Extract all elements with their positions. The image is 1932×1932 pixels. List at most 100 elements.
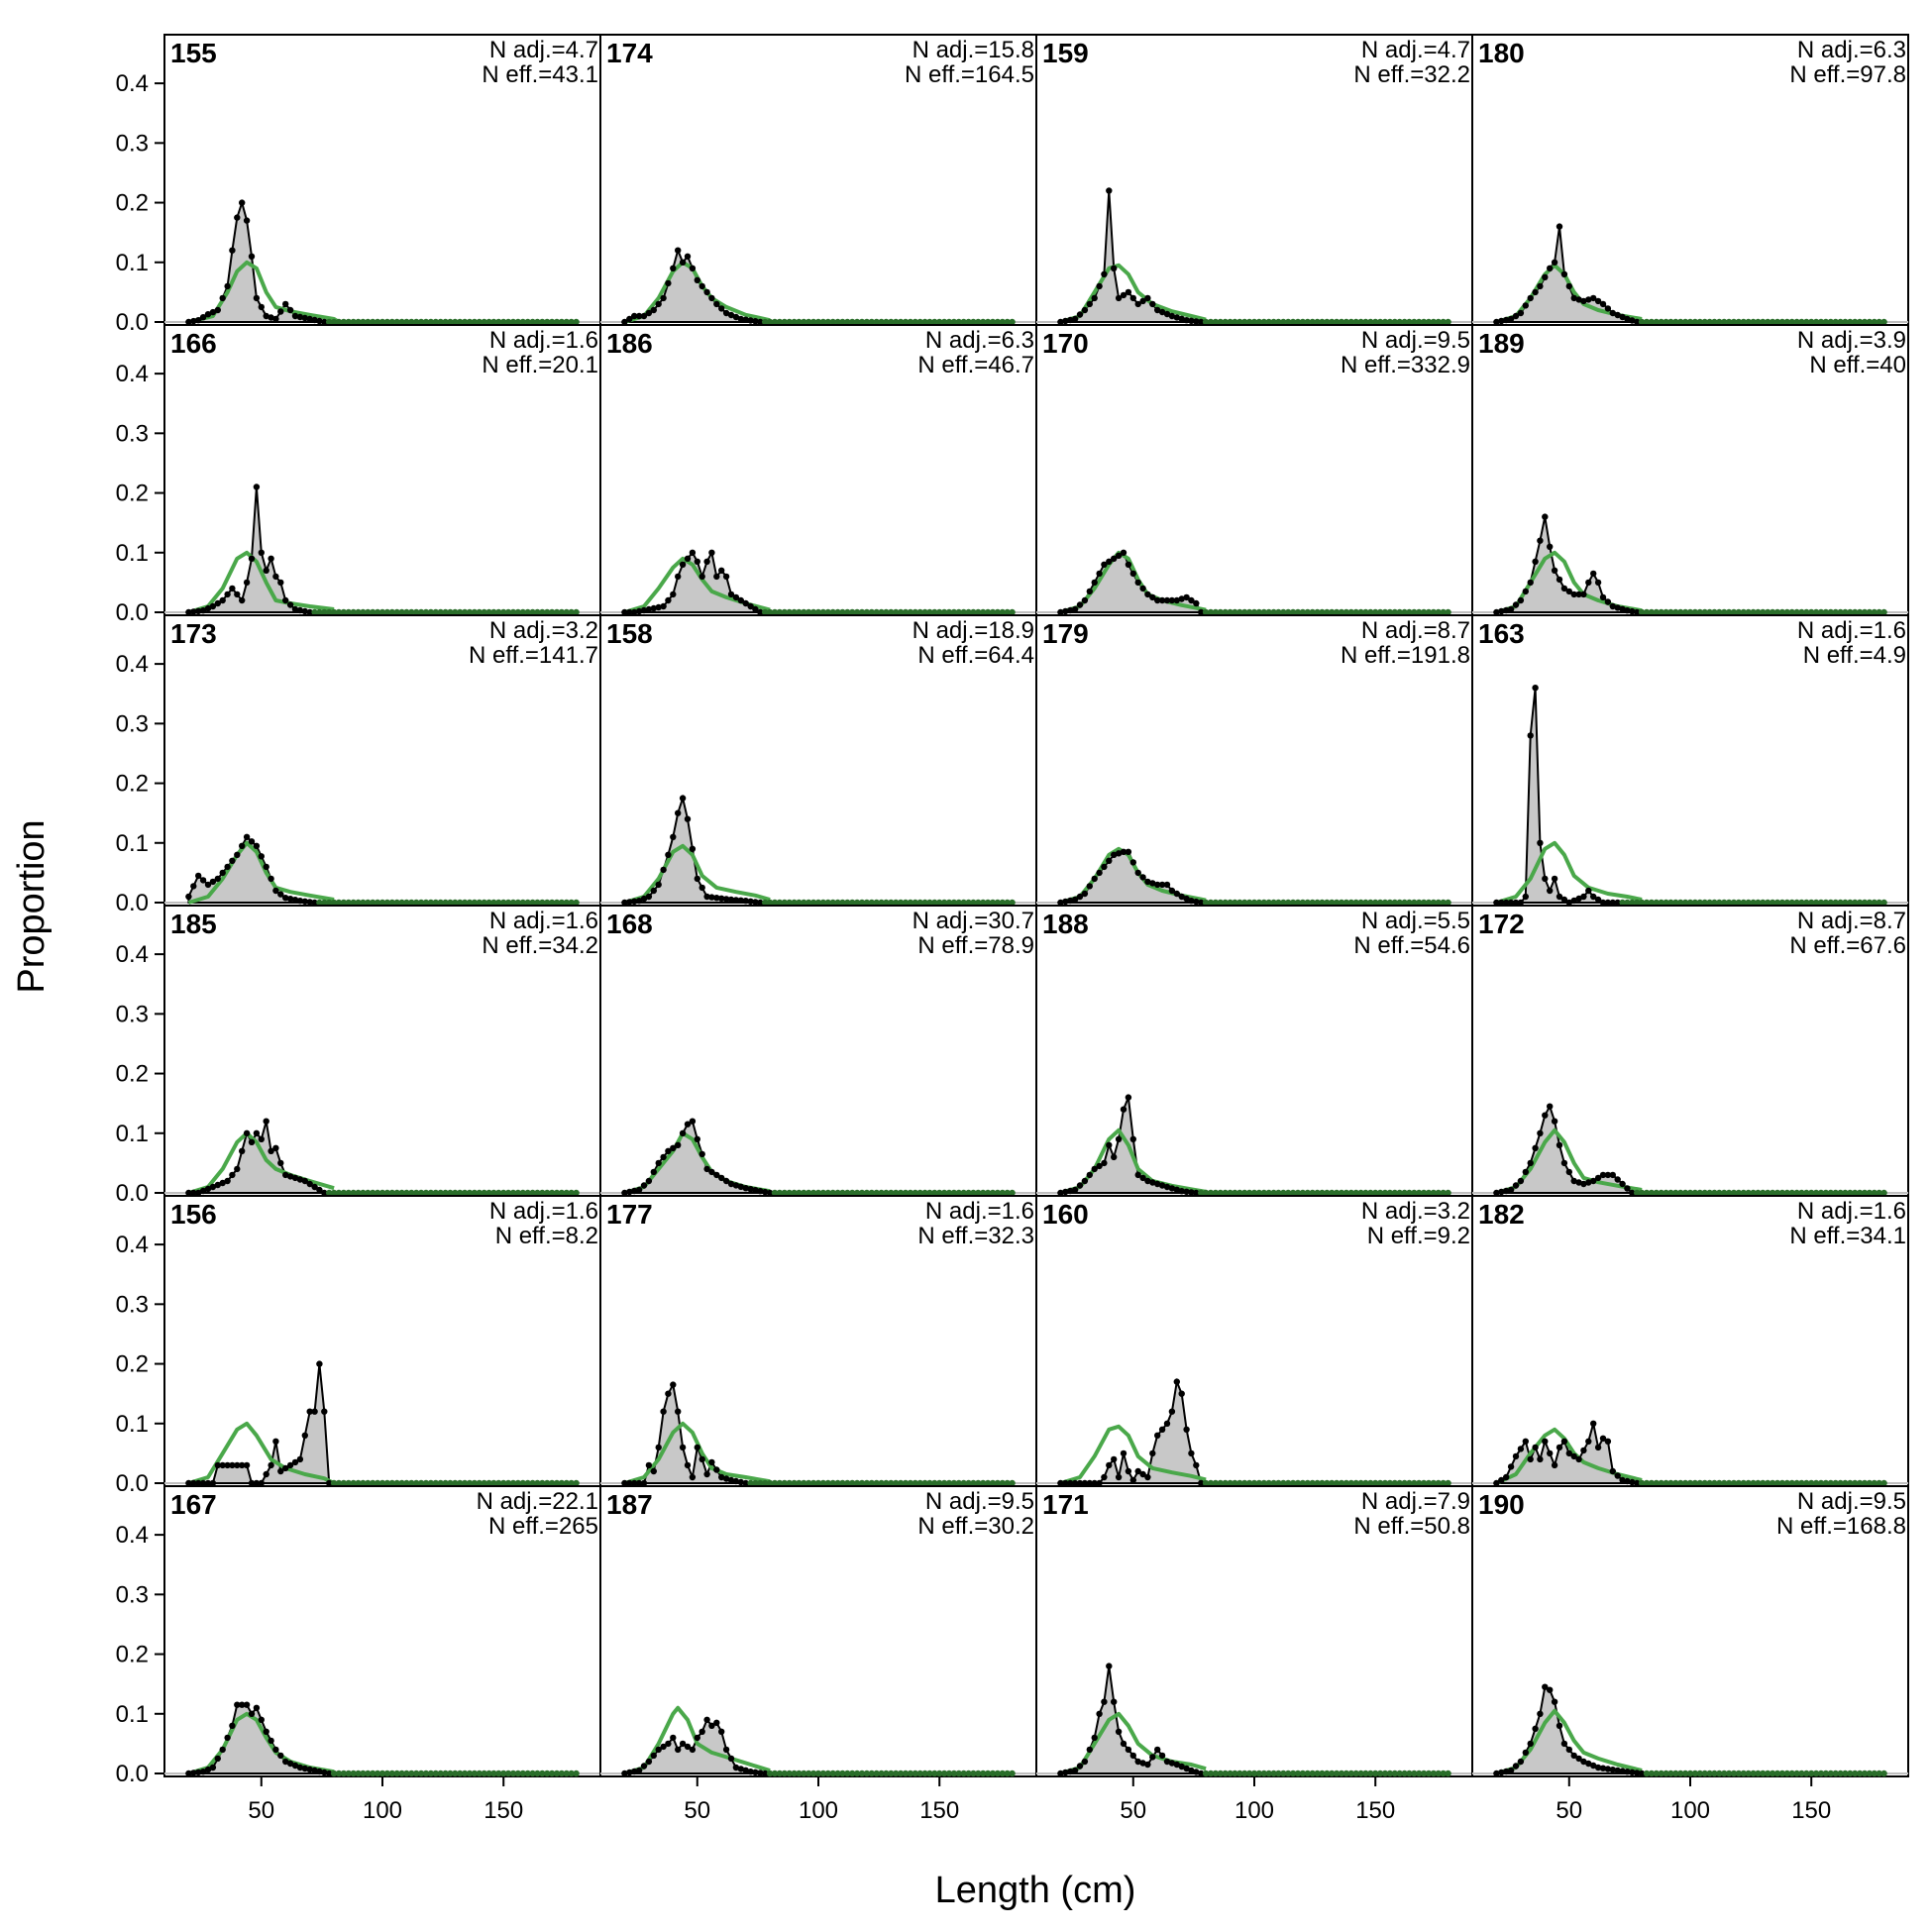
observed-point (698, 1150, 705, 1158)
observed-point (893, 899, 900, 907)
panel-177: 177 N adj.=1.6N eff.=32.3 (599, 1195, 1037, 1487)
observed-point (268, 555, 274, 562)
observed-point (1634, 608, 1641, 616)
y-tick-label: 0.1 (116, 1121, 149, 1147)
observed-point (229, 1461, 236, 1469)
panel-163: 163 N adj.=1.6N eff.=4.9 (1471, 614, 1909, 907)
observed-point (563, 1189, 570, 1197)
observed-point (398, 899, 405, 907)
observed-point (771, 318, 779, 326)
observed-point (1294, 1479, 1302, 1487)
observed-point (1614, 604, 1621, 611)
y-tick-label: 0.3 (116, 420, 149, 447)
observed-point (665, 1147, 672, 1155)
observed-point (801, 608, 807, 616)
observed-point (558, 1479, 566, 1487)
observed-point (311, 1408, 318, 1415)
observed-point (829, 318, 836, 326)
observed-point (670, 1381, 677, 1388)
observed-point (1604, 1171, 1612, 1179)
observed-point (374, 1189, 381, 1197)
observed-point (1551, 1118, 1558, 1125)
panel-label: 179 (1042, 618, 1089, 649)
observed-point (204, 1185, 212, 1193)
observed-point (694, 1135, 700, 1143)
panel-187: 187 N adj.=9.5N eff.=30.250 100 150 (599, 1485, 1037, 1824)
observed-point (1091, 1479, 1098, 1487)
observed-point (573, 899, 580, 907)
observed-point (553, 899, 561, 907)
observed-point (814, 1770, 822, 1777)
observed-point (1827, 1479, 1835, 1487)
observed-point (655, 1746, 662, 1754)
observed-point (694, 558, 700, 565)
observed-point (1376, 318, 1384, 326)
observed-point (1803, 318, 1810, 326)
panel-neff: N eff.=97.8 (1789, 61, 1906, 88)
observed-point (1081, 1758, 1089, 1766)
observed-point (742, 316, 749, 323)
observed-point (311, 608, 318, 616)
observed-point (345, 1479, 352, 1487)
observed-point (694, 1444, 700, 1451)
observed-point (1265, 1770, 1272, 1777)
observed-point (1260, 1189, 1268, 1197)
observed-point (631, 312, 638, 320)
observed-point (1236, 899, 1243, 907)
observed-point (703, 1716, 710, 1724)
observed-point (805, 608, 812, 616)
observed-point (1847, 1189, 1854, 1197)
observed-point (1333, 1189, 1341, 1197)
observed-point (1188, 1189, 1195, 1196)
observed-point (1527, 1740, 1534, 1748)
observed-point (277, 1752, 284, 1760)
observed-point (1255, 608, 1263, 616)
observed-point (980, 1770, 987, 1777)
observed-point (1314, 1770, 1321, 1777)
observed-point (466, 1189, 474, 1197)
observed-point (1183, 1426, 1190, 1434)
observed-point (980, 1479, 987, 1487)
panel-nadj: N adj.=5.5 (1361, 908, 1470, 934)
observed-point (762, 1770, 769, 1777)
observed-point (1183, 317, 1190, 324)
observed-point (1503, 316, 1510, 324)
panel-nadj: N adj.=4.7 (1361, 37, 1470, 63)
observed-point (945, 1770, 953, 1777)
observed-point (718, 1174, 725, 1182)
observed-point (1352, 1770, 1359, 1777)
observed-point (277, 1159, 284, 1167)
observed-point (330, 899, 338, 907)
observed-point (529, 318, 536, 326)
observed-point (1643, 1770, 1651, 1777)
observed-point (1817, 1189, 1825, 1197)
observed-point (1333, 318, 1341, 326)
observed-point (1236, 1479, 1243, 1487)
observed-point (495, 608, 502, 616)
observed-point (476, 899, 483, 907)
observed-point (931, 608, 938, 616)
y-tick-label: 0.2 (116, 190, 149, 217)
observed-point (1778, 318, 1786, 326)
observed-point (1202, 1479, 1210, 1487)
observed-point (975, 1189, 982, 1197)
observed-point (365, 1479, 372, 1487)
observed-point (819, 1189, 827, 1197)
observed-point (529, 899, 536, 907)
observed-point (1245, 318, 1253, 326)
observed-point (1086, 1479, 1094, 1487)
observed-point (936, 318, 943, 326)
observed-point (1381, 1479, 1389, 1487)
observed-point (263, 1470, 269, 1478)
observed-point (703, 558, 710, 565)
observed-point (365, 899, 372, 907)
observed-point (306, 608, 313, 616)
observed-point (1503, 606, 1510, 614)
observed-point (1057, 1189, 1064, 1197)
observed-point (868, 1479, 875, 1487)
observed-point (534, 899, 541, 907)
observed-point (1202, 1189, 1210, 1197)
x-tick-label: 50 (1556, 1797, 1582, 1824)
observed-point (1653, 1189, 1661, 1197)
observed-point (1793, 1479, 1800, 1487)
